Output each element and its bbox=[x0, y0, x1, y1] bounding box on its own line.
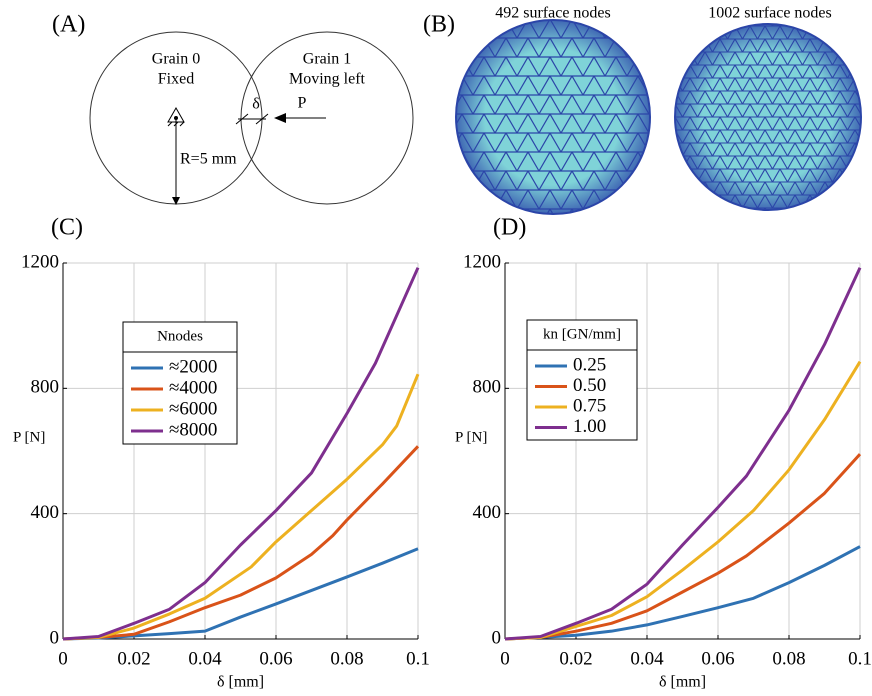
panel-a: (A) Grain 0 Fixed Grain 1 Moving left R=… bbox=[52, 12, 413, 206]
x-tick-label: 0.08 bbox=[330, 648, 363, 669]
y-axis-label: P [N] bbox=[455, 429, 487, 445]
y-tick-label: 0 bbox=[492, 627, 502, 648]
series-line bbox=[63, 268, 418, 639]
legend-title: kn [GN/mm] bbox=[543, 326, 621, 342]
legend-label: 0.25 bbox=[573, 354, 606, 375]
sphere-shade bbox=[456, 20, 650, 214]
x-tick-label: 0.08 bbox=[772, 648, 805, 669]
y-tick-label: 800 bbox=[473, 377, 502, 398]
panel-label: (D) bbox=[493, 215, 526, 241]
series-line bbox=[63, 374, 418, 639]
y-tick-label: 0 bbox=[50, 627, 60, 648]
y-tick-label: 1200 bbox=[21, 251, 59, 272]
panel-label: (B) bbox=[423, 12, 455, 38]
y-tick-label: 1200 bbox=[463, 251, 501, 272]
legend-label: 1.00 bbox=[573, 416, 606, 437]
legend-label: 0.75 bbox=[573, 395, 606, 416]
center bbox=[174, 116, 178, 120]
panel-label: (A) bbox=[52, 12, 85, 38]
panel-label: (C) bbox=[51, 215, 83, 241]
x-tick-label: 0 bbox=[500, 648, 510, 669]
grain-label: Moving left bbox=[289, 71, 366, 88]
x-tick-label: 0.06 bbox=[259, 648, 292, 669]
legend-label: ≈2000 bbox=[169, 356, 217, 377]
arrow-head bbox=[274, 113, 286, 123]
series-line bbox=[63, 446, 418, 639]
x-tick-label: 0.02 bbox=[559, 648, 592, 669]
grain-label: Grain 0 bbox=[152, 51, 200, 68]
radius-label: R=5 mm bbox=[180, 151, 237, 168]
x-tick-label: 0.04 bbox=[630, 648, 664, 669]
caption: 1002 surface nodes bbox=[708, 5, 832, 22]
y-tick-label: 800 bbox=[31, 377, 60, 398]
legend-title: Nnodes bbox=[157, 328, 203, 344]
charts: (C) 0 0.02 0.04 0.06 0.08 0.1 0 400 800 1200 δ [mm]… bbox=[13, 215, 872, 691]
legend-label: ≈8000 bbox=[169, 419, 217, 440]
y-tick-label: 400 bbox=[31, 502, 60, 523]
sphere-shade bbox=[675, 24, 861, 210]
x-axis-label: δ [mm] bbox=[659, 674, 706, 691]
legend-label: ≈4000 bbox=[169, 377, 217, 398]
legend-label: 0.50 bbox=[573, 375, 606, 396]
x-tick-label: 0.1 bbox=[848, 648, 872, 669]
grain-label: Fixed bbox=[158, 71, 194, 88]
overlap-label: δ bbox=[252, 96, 260, 113]
x-tick-label: 0.02 bbox=[117, 648, 150, 669]
force-label: P bbox=[298, 95, 307, 112]
panel-b: (B) 492 surface nodes 1002 surface nodes bbox=[423, 5, 861, 214]
grain-label: Grain 1 bbox=[303, 51, 351, 68]
y-tick-label: 400 bbox=[473, 502, 502, 523]
x-tick-label: 0.06 bbox=[701, 648, 734, 669]
y-axis-label: P [N] bbox=[13, 429, 45, 445]
x-tick-label: 0 bbox=[58, 648, 68, 669]
x-axis-label: δ [mm] bbox=[217, 674, 264, 691]
x-tick-label: 0.1 bbox=[406, 648, 430, 669]
legend-label: ≈6000 bbox=[169, 398, 217, 419]
figure: (A) Grain 0 Fixed Grain 1 Moving left R=… bbox=[0, 0, 872, 696]
x-tick-label: 0.04 bbox=[188, 648, 222, 669]
